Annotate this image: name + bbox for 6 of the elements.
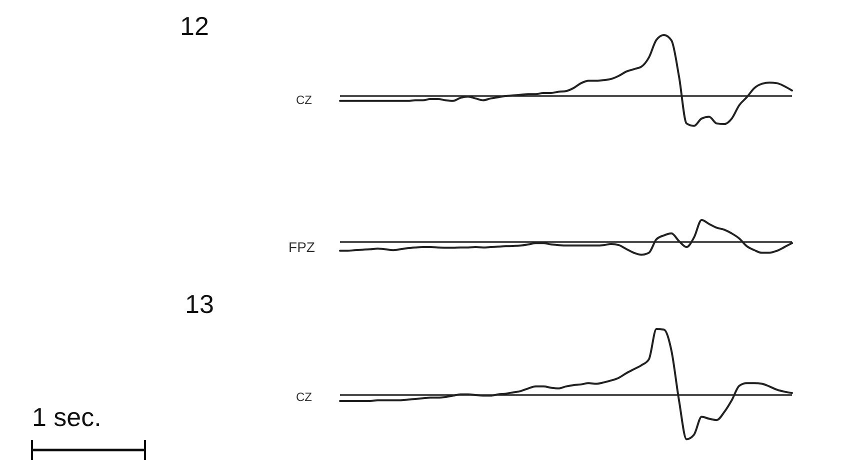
y-axis-title: CZ xyxy=(296,93,312,107)
text: 1 sec. xyxy=(32,402,102,432)
y-axis-title: FPZ xyxy=(288,239,316,255)
y-axis-title: CZ xyxy=(296,390,312,404)
chart-title: 12 xyxy=(180,11,209,41)
chart-title: 13 xyxy=(185,289,214,319)
